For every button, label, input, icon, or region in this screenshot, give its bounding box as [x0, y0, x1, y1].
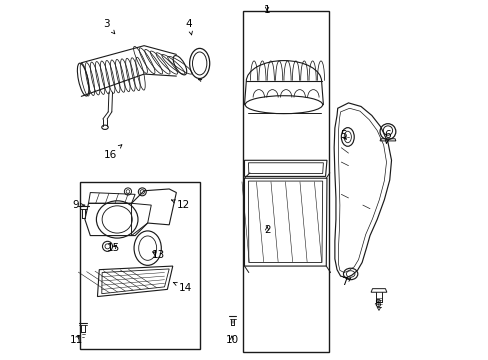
- Bar: [80, 182, 199, 348]
- Text: 1: 1: [263, 5, 270, 15]
- Text: 13: 13: [151, 250, 165, 260]
- Text: 14: 14: [173, 282, 192, 293]
- Text: 5: 5: [339, 130, 346, 140]
- Text: 11: 11: [69, 334, 82, 345]
- Bar: [242, 12, 328, 352]
- Text: 7: 7: [341, 277, 350, 287]
- Text: 10: 10: [225, 334, 238, 345]
- Text: 3: 3: [103, 19, 115, 34]
- Text: 15: 15: [107, 243, 120, 253]
- Text: 4: 4: [185, 19, 192, 35]
- Text: 8: 8: [373, 299, 380, 309]
- Text: 6: 6: [384, 130, 390, 143]
- Text: 9: 9: [73, 200, 84, 210]
- Text: 12: 12: [171, 200, 190, 210]
- Text: 2: 2: [263, 225, 270, 235]
- Text: 16: 16: [103, 145, 122, 160]
